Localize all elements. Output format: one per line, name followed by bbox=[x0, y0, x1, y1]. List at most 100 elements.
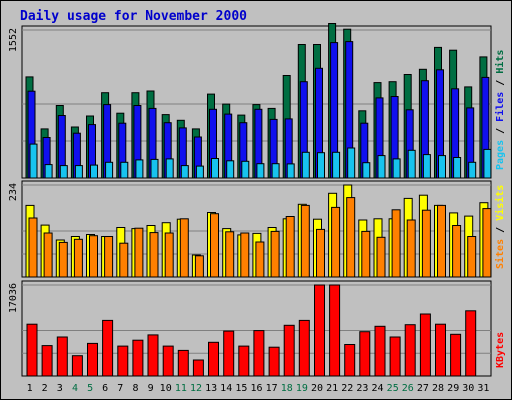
legend-entry: Visits bbox=[494, 185, 506, 221]
day-label: 4 bbox=[72, 383, 78, 394]
bar-pages bbox=[317, 152, 325, 179]
day-label: 22 bbox=[341, 383, 353, 394]
bar-kbytes bbox=[177, 349, 189, 377]
bar-kbytes bbox=[208, 341, 219, 377]
legend-separator: / bbox=[495, 122, 506, 140]
panel-max-label: 234 bbox=[8, 183, 19, 201]
bar-kbytes bbox=[56, 336, 68, 377]
day-label: 27 bbox=[417, 383, 429, 394]
bar-kbytes bbox=[223, 330, 235, 377]
day-label: 17 bbox=[266, 383, 278, 394]
bar-pages bbox=[105, 161, 114, 179]
bar-pages bbox=[226, 160, 235, 179]
bar-kbytes bbox=[450, 333, 462, 377]
bar-sites bbox=[164, 232, 174, 278]
bar-pages bbox=[407, 149, 416, 179]
bar-kbytes bbox=[192, 359, 204, 377]
bar-sites bbox=[285, 216, 295, 278]
bar-sites bbox=[391, 209, 401, 278]
panel-hits-files-pages: 1552 Pages / Files / Hits bbox=[8, 23, 506, 179]
day-label: 20 bbox=[311, 383, 323, 394]
legend-entry: Hits bbox=[494, 50, 506, 74]
bar-sites bbox=[421, 209, 431, 278]
bar-sites bbox=[58, 241, 68, 278]
bar-sites bbox=[270, 230, 280, 278]
panel-kbytes: 17036 KBytes bbox=[8, 280, 506, 377]
bar-sites bbox=[179, 218, 189, 278]
bar-kbytes bbox=[389, 336, 401, 377]
bar-kbytes bbox=[283, 324, 295, 377]
day-label: 9 bbox=[148, 383, 154, 394]
bar-kbytes bbox=[465, 310, 477, 377]
bar-kbytes bbox=[147, 334, 159, 377]
bar-pages bbox=[135, 159, 144, 179]
bar-pages bbox=[29, 143, 38, 179]
bar-sites bbox=[149, 232, 159, 278]
bar-sites bbox=[331, 206, 341, 278]
bar-pages bbox=[468, 161, 477, 179]
day-label: 12 bbox=[190, 383, 202, 394]
day-label: 5 bbox=[87, 383, 93, 394]
day-label: 26 bbox=[402, 383, 414, 394]
bar-sites bbox=[316, 228, 325, 278]
bar-pages bbox=[74, 165, 83, 179]
bar-kbytes bbox=[117, 345, 129, 377]
day-label: 25 bbox=[387, 383, 399, 394]
day-label: 7 bbox=[117, 383, 123, 394]
bar-pages bbox=[362, 162, 371, 179]
panel-visits-sites: 234 Sites / Visits bbox=[8, 180, 506, 278]
day-label: 8 bbox=[132, 383, 138, 394]
bar-pages bbox=[165, 158, 174, 179]
day-label: 28 bbox=[432, 383, 444, 394]
bar-sites bbox=[210, 213, 219, 278]
bar-pages bbox=[256, 163, 265, 179]
day-label: 10 bbox=[160, 383, 172, 394]
day-label: 3 bbox=[57, 383, 63, 394]
day-label: 14 bbox=[220, 383, 232, 394]
bar-kbytes bbox=[404, 324, 416, 377]
legend-separator: / bbox=[495, 221, 506, 239]
bar-sites bbox=[43, 232, 53, 278]
day-label: 19 bbox=[296, 383, 308, 394]
panel-max-label: 17036 bbox=[8, 283, 19, 313]
day-label: 16 bbox=[250, 383, 262, 394]
bar-sites bbox=[361, 230, 371, 278]
bar-pages bbox=[422, 154, 431, 179]
panel-legend: KBytes bbox=[495, 332, 506, 368]
bar-sites bbox=[437, 204, 446, 278]
legend-separator: / bbox=[495, 74, 506, 92]
x-axis: 1 2 3 4 5 6 7 8 9 10 11 12 13 14 15 16 17 18 19 20 21 22 23 24 2… bbox=[27, 383, 490, 394]
bar-kbytes bbox=[435, 323, 446, 377]
bar-sites bbox=[240, 232, 250, 278]
day-label: 21 bbox=[326, 383, 338, 394]
bar-kbytes bbox=[374, 325, 386, 377]
bar-kbytes bbox=[359, 331, 371, 377]
bar-kbytes bbox=[162, 345, 174, 377]
bar-sites bbox=[89, 235, 98, 278]
bar-sites bbox=[134, 227, 144, 278]
bar-sites bbox=[119, 242, 129, 278]
bar-kbytes bbox=[87, 342, 98, 377]
bar-sites bbox=[406, 219, 416, 278]
bar-kbytes bbox=[314, 284, 325, 377]
bar-pages bbox=[59, 165, 68, 179]
bar-sites bbox=[194, 255, 204, 278]
panel-max-label: 1552 bbox=[8, 28, 19, 52]
panel-legend: Pages / Files / Hits bbox=[494, 50, 506, 170]
day-label: 1 bbox=[27, 383, 33, 394]
legend-entry: Files bbox=[494, 92, 506, 122]
bar-sites bbox=[467, 236, 477, 278]
bar-pages bbox=[271, 163, 280, 179]
bar-kbytes bbox=[253, 330, 265, 377]
chart-panels: 1552 Pages / Files / Hits 234 Sites / Visit… bbox=[8, 23, 506, 377]
legend-entry: KBytes bbox=[495, 332, 506, 368]
bar-kbytes bbox=[41, 345, 53, 377]
bar-pages bbox=[332, 151, 341, 179]
bar-kbytes bbox=[26, 323, 38, 377]
chart-title: Daily usage for November 2000 bbox=[20, 9, 247, 24]
bar-sites bbox=[452, 225, 462, 278]
bar-sites bbox=[73, 238, 83, 278]
bar-pages bbox=[90, 164, 98, 179]
bar-sites bbox=[482, 208, 492, 278]
